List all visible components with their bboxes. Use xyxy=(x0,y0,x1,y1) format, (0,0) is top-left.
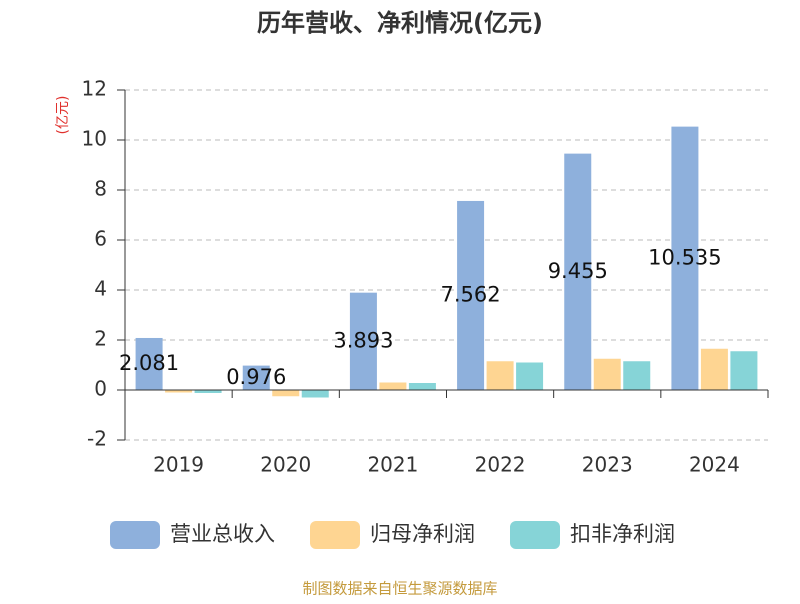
bar xyxy=(516,362,544,390)
x-tick-label: 2021 xyxy=(367,453,418,477)
bar xyxy=(671,126,699,390)
value-label: 10.535 xyxy=(648,245,721,269)
y-tick-label: 0 xyxy=(94,377,107,401)
legend-label: 营业总收入 xyxy=(170,522,275,546)
y-tick-label: 2 xyxy=(94,327,107,351)
legend-swatch xyxy=(510,521,560,549)
bar xyxy=(564,153,592,390)
x-tick-label: 2020 xyxy=(260,453,311,477)
value-label: 9.455 xyxy=(548,259,608,283)
y-tick-label: 4 xyxy=(94,277,107,301)
bar xyxy=(135,337,163,390)
x-tick-label: 2019 xyxy=(153,453,204,477)
bar xyxy=(700,348,728,390)
source-note: 制图数据来自恒生聚源数据库 xyxy=(302,580,497,598)
y-tick-label: 10 xyxy=(82,127,107,151)
bar xyxy=(457,200,485,390)
bar xyxy=(593,358,621,390)
value-label: 0.976 xyxy=(226,365,286,389)
x-tick-label: 2024 xyxy=(689,453,740,477)
value-label: 7.562 xyxy=(441,282,501,306)
x-tick-label: 2023 xyxy=(582,453,633,477)
y-tick-label: -2 xyxy=(87,427,107,451)
bar xyxy=(379,382,407,390)
y-axis-label: (亿元) xyxy=(55,96,71,135)
value-label: 3.893 xyxy=(333,328,393,352)
bar xyxy=(408,383,436,390)
bar xyxy=(349,292,377,390)
bar xyxy=(623,361,651,390)
legend-label: 扣非净利润 xyxy=(570,522,675,546)
bar xyxy=(165,390,193,393)
legend-label: 归母净利润 xyxy=(370,522,475,546)
bar xyxy=(272,390,300,397)
legend-swatch xyxy=(110,521,160,549)
bar xyxy=(242,365,270,390)
legend-swatch xyxy=(310,521,360,549)
y-tick-label: 8 xyxy=(94,177,107,201)
x-tick-label: 2022 xyxy=(475,453,526,477)
y-tick-label: 6 xyxy=(94,227,107,251)
bar xyxy=(730,351,758,390)
value-label: 2.081 xyxy=(119,351,179,375)
y-tick-label: 12 xyxy=(82,77,107,101)
bar xyxy=(486,361,514,390)
bar xyxy=(301,390,329,398)
chart-title: 历年营收、净利情况(亿元) xyxy=(257,9,543,37)
bar xyxy=(194,390,222,393)
